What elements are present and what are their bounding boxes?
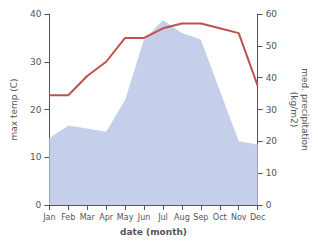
- svg-text:30: 30: [266, 105, 278, 115]
- svg-text:40: 40: [266, 73, 278, 83]
- svg-text:Aug: Aug: [174, 213, 190, 222]
- svg-text:20: 20: [30, 105, 42, 115]
- svg-text:30: 30: [30, 57, 42, 67]
- svg-text:date (month): date (month): [120, 227, 187, 237]
- svg-text:0: 0: [266, 200, 272, 210]
- svg-text:60: 60: [266, 9, 278, 19]
- svg-text:Jun: Jun: [137, 213, 151, 222]
- svg-text:10: 10: [30, 152, 42, 162]
- svg-text:50: 50: [266, 41, 278, 51]
- svg-text:Oct: Oct: [213, 213, 227, 222]
- svg-text:Dec: Dec: [250, 213, 265, 222]
- svg-text:Sep: Sep: [193, 213, 208, 222]
- svg-text:Feb: Feb: [61, 213, 75, 222]
- svg-text:Apr: Apr: [99, 213, 114, 222]
- svg-text:10: 10: [266, 168, 278, 178]
- svg-text:(kg/m2): (kg/m2): [289, 92, 299, 127]
- svg-text:Jul: Jul: [157, 213, 168, 222]
- svg-text:0: 0: [36, 200, 42, 210]
- svg-text:Nov: Nov: [231, 213, 247, 222]
- svg-text:med. precipitation: med. precipitation: [300, 68, 310, 150]
- svg-text:40: 40: [30, 9, 42, 19]
- svg-text:20: 20: [266, 136, 278, 146]
- svg-text:Mar: Mar: [80, 213, 96, 222]
- svg-text:Jan: Jan: [42, 213, 55, 222]
- svg-text:max temp (C): max temp (C): [9, 78, 19, 140]
- svg-text:May: May: [117, 213, 134, 222]
